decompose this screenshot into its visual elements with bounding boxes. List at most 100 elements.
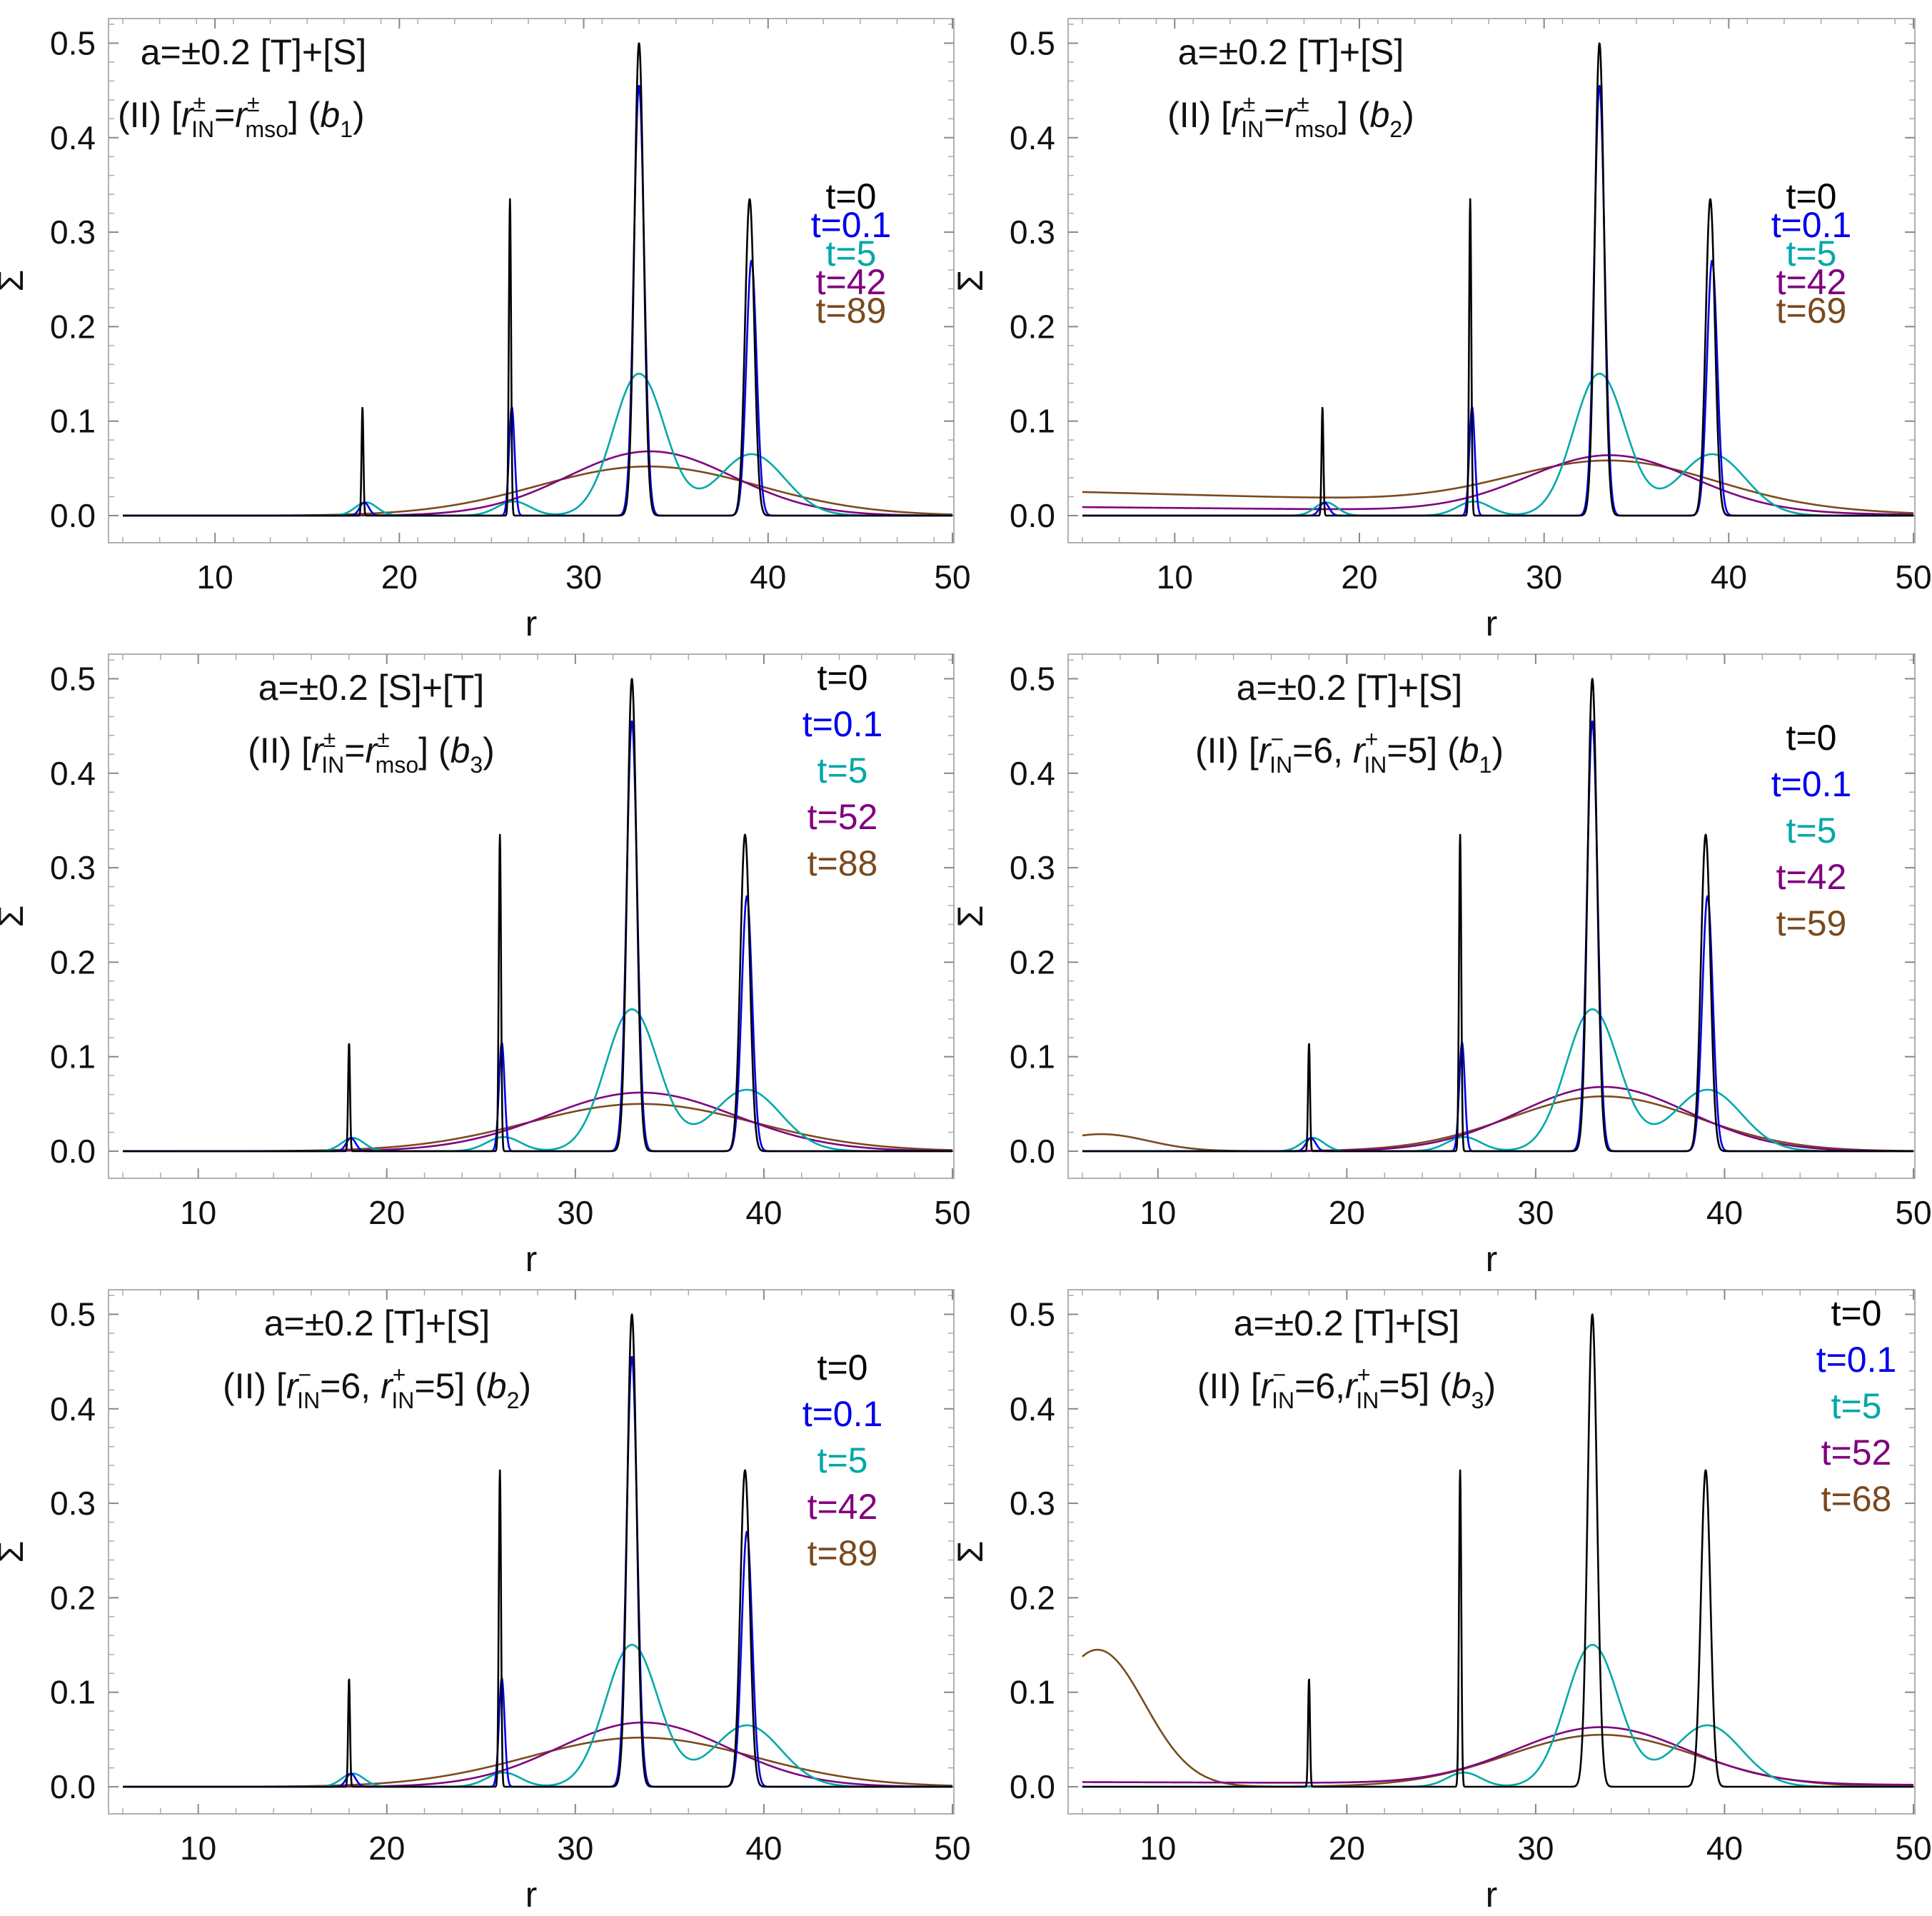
y-tick-label: 0.2: [50, 308, 96, 345]
y-tick-label: 0.4: [50, 119, 96, 156]
x-tick-label: 10: [197, 558, 233, 596]
title-part: b: [451, 731, 471, 771]
legend-entry: t=0: [817, 1348, 868, 1388]
chart-panel-2: 0.00.10.20.30.40.510 20 30 40 50rΣt=0t=0.1t=…: [950, 18, 1932, 643]
title-part: ] (: [1338, 95, 1370, 135]
title-part: ): [353, 95, 365, 135]
y-tick-label: 0.1: [50, 403, 96, 440]
x-tick-label: 10: [1139, 1194, 1176, 1231]
y-tick-label: 0.5: [50, 1295, 96, 1333]
x-tick-label: 30: [557, 1194, 593, 1231]
title-part: r: [235, 95, 248, 135]
y-tick-label: 0.3: [50, 1485, 96, 1522]
title-part: IN: [391, 1388, 414, 1413]
y-axis-label: Σ: [0, 906, 31, 928]
panel-title-line2: (II) [r− IN=6,r+ IN=5] (b3): [1197, 1362, 1496, 1413]
title-part: r: [1231, 95, 1244, 135]
x-tick-label: 20: [1341, 558, 1377, 596]
title-part: −: [298, 1362, 311, 1388]
title-part: +: [1357, 1362, 1371, 1388]
y-tick-label: 0.3: [50, 849, 96, 886]
x-tick-label: 50: [934, 558, 970, 596]
title-part: +: [393, 1362, 406, 1388]
title-part: 1: [1479, 752, 1492, 778]
series-line-t-5: [122, 1008, 953, 1153]
x-tick-label: 20: [368, 1830, 405, 1867]
series-line-t-52: [1082, 1726, 1914, 1786]
series-line-t-69: [1082, 459, 1914, 514]
x-tick-label: 30: [1526, 558, 1562, 596]
title-part: IN: [1272, 1388, 1294, 1413]
x-tick-label: 40: [1706, 1830, 1743, 1867]
y-tick-label: 0.4: [1010, 1390, 1055, 1428]
title-part: b: [1451, 1366, 1471, 1406]
title-part: ±: [1243, 91, 1256, 116]
legend-entry: t=42: [1776, 857, 1847, 897]
title-part: ±: [1297, 91, 1309, 116]
series-line-t-0: [122, 1313, 953, 1788]
y-tick-label: 0.4: [1010, 755, 1055, 792]
title-part: IN: [297, 1388, 320, 1413]
title-part: (II) [: [1167, 95, 1231, 135]
y-tick-label: 0.2: [1010, 943, 1055, 980]
legend-entry: t=89: [807, 1533, 878, 1573]
plot-frame: [1067, 653, 1916, 1179]
series-line-t-89: [122, 1736, 953, 1788]
x-axis-label: r: [525, 603, 538, 643]
title-part: r: [1259, 731, 1272, 771]
title-part: =5] (: [1379, 1366, 1451, 1406]
y-axis-label: Σ: [950, 1541, 990, 1563]
chart-panel-5: 0.0 0.1 0.2 0.3 0.4 0.5 10 20 30 40 50 r Σt=0 t=0.1 t=…: [0, 1289, 971, 1915]
x-tick-label: 20: [1329, 1830, 1365, 1867]
y-tick-label: 0.0: [1010, 1768, 1055, 1805]
y-tick-label: 0.2: [1010, 1579, 1055, 1616]
panel-title-line2: (II) [r± IN=r± mso] (b2): [1167, 91, 1414, 142]
y-tick-label: 0.4: [50, 755, 96, 792]
title-part: ] (: [418, 731, 451, 771]
title-part: IN: [321, 752, 344, 778]
title-part: −: [1272, 1362, 1286, 1388]
series-line-t-5: [1082, 1008, 1914, 1153]
panel-title-line1: a=±0.2 [T]+[S]: [264, 1303, 490, 1343]
series-line-t-42: [1082, 454, 1914, 516]
title-part: ): [1402, 95, 1414, 135]
x-tick-label: 40: [745, 1194, 782, 1231]
y-tick-label: 0.1: [1010, 403, 1055, 440]
legend-entry: t=5: [817, 1440, 868, 1480]
title-part: mso: [1295, 116, 1338, 142]
plot-frame: [108, 653, 955, 1179]
x-axis-label: r: [525, 1239, 538, 1279]
y-tick-label: 0.0: [50, 497, 96, 534]
x-tick-label: 40: [750, 558, 786, 596]
title-part: b: [1370, 95, 1390, 135]
x-axis-label: r: [525, 1875, 538, 1915]
x-tick-label: 20: [381, 558, 418, 596]
x-axis-label: r: [1486, 1239, 1498, 1279]
x-tick-label: 20: [1329, 1194, 1365, 1231]
legend-entry: t=0.1: [803, 704, 883, 744]
x-tick-label: 30: [557, 1830, 593, 1867]
series-line-t-68: [1082, 1648, 1914, 1787]
x-tick-label: 50: [1895, 1194, 1931, 1231]
title-part: =: [344, 731, 365, 771]
legend-entry: t=0.1: [811, 205, 892, 245]
series-line-t-5: [122, 1643, 953, 1788]
title-part: (II) [: [1197, 1366, 1261, 1406]
title-part: b: [1459, 731, 1479, 771]
title-part: =6,: [1292, 731, 1353, 771]
y-tick-label: 0.4: [50, 1390, 96, 1428]
title-part: 3: [470, 752, 483, 778]
panel-title-line1: a=±0.2 [S]+[T]: [258, 668, 485, 708]
x-tick-label: 50: [934, 1830, 970, 1867]
series-line-t-5: [1082, 1643, 1914, 1788]
legend-entry: t=52: [1821, 1433, 1892, 1473]
plot-frame: [1067, 18, 1916, 543]
title-part: r: [286, 1366, 300, 1406]
legend-entry: t=5: [1786, 811, 1837, 851]
x-tick-label: 40: [1706, 1194, 1743, 1231]
y-axis-label: Σ: [950, 906, 990, 928]
y-tick-label: 0.1: [50, 1674, 96, 1711]
title-part: (II) [: [223, 1366, 286, 1406]
legend-entry: t=0.1: [1771, 205, 1852, 245]
x-tick-label: 30: [1517, 1194, 1554, 1231]
